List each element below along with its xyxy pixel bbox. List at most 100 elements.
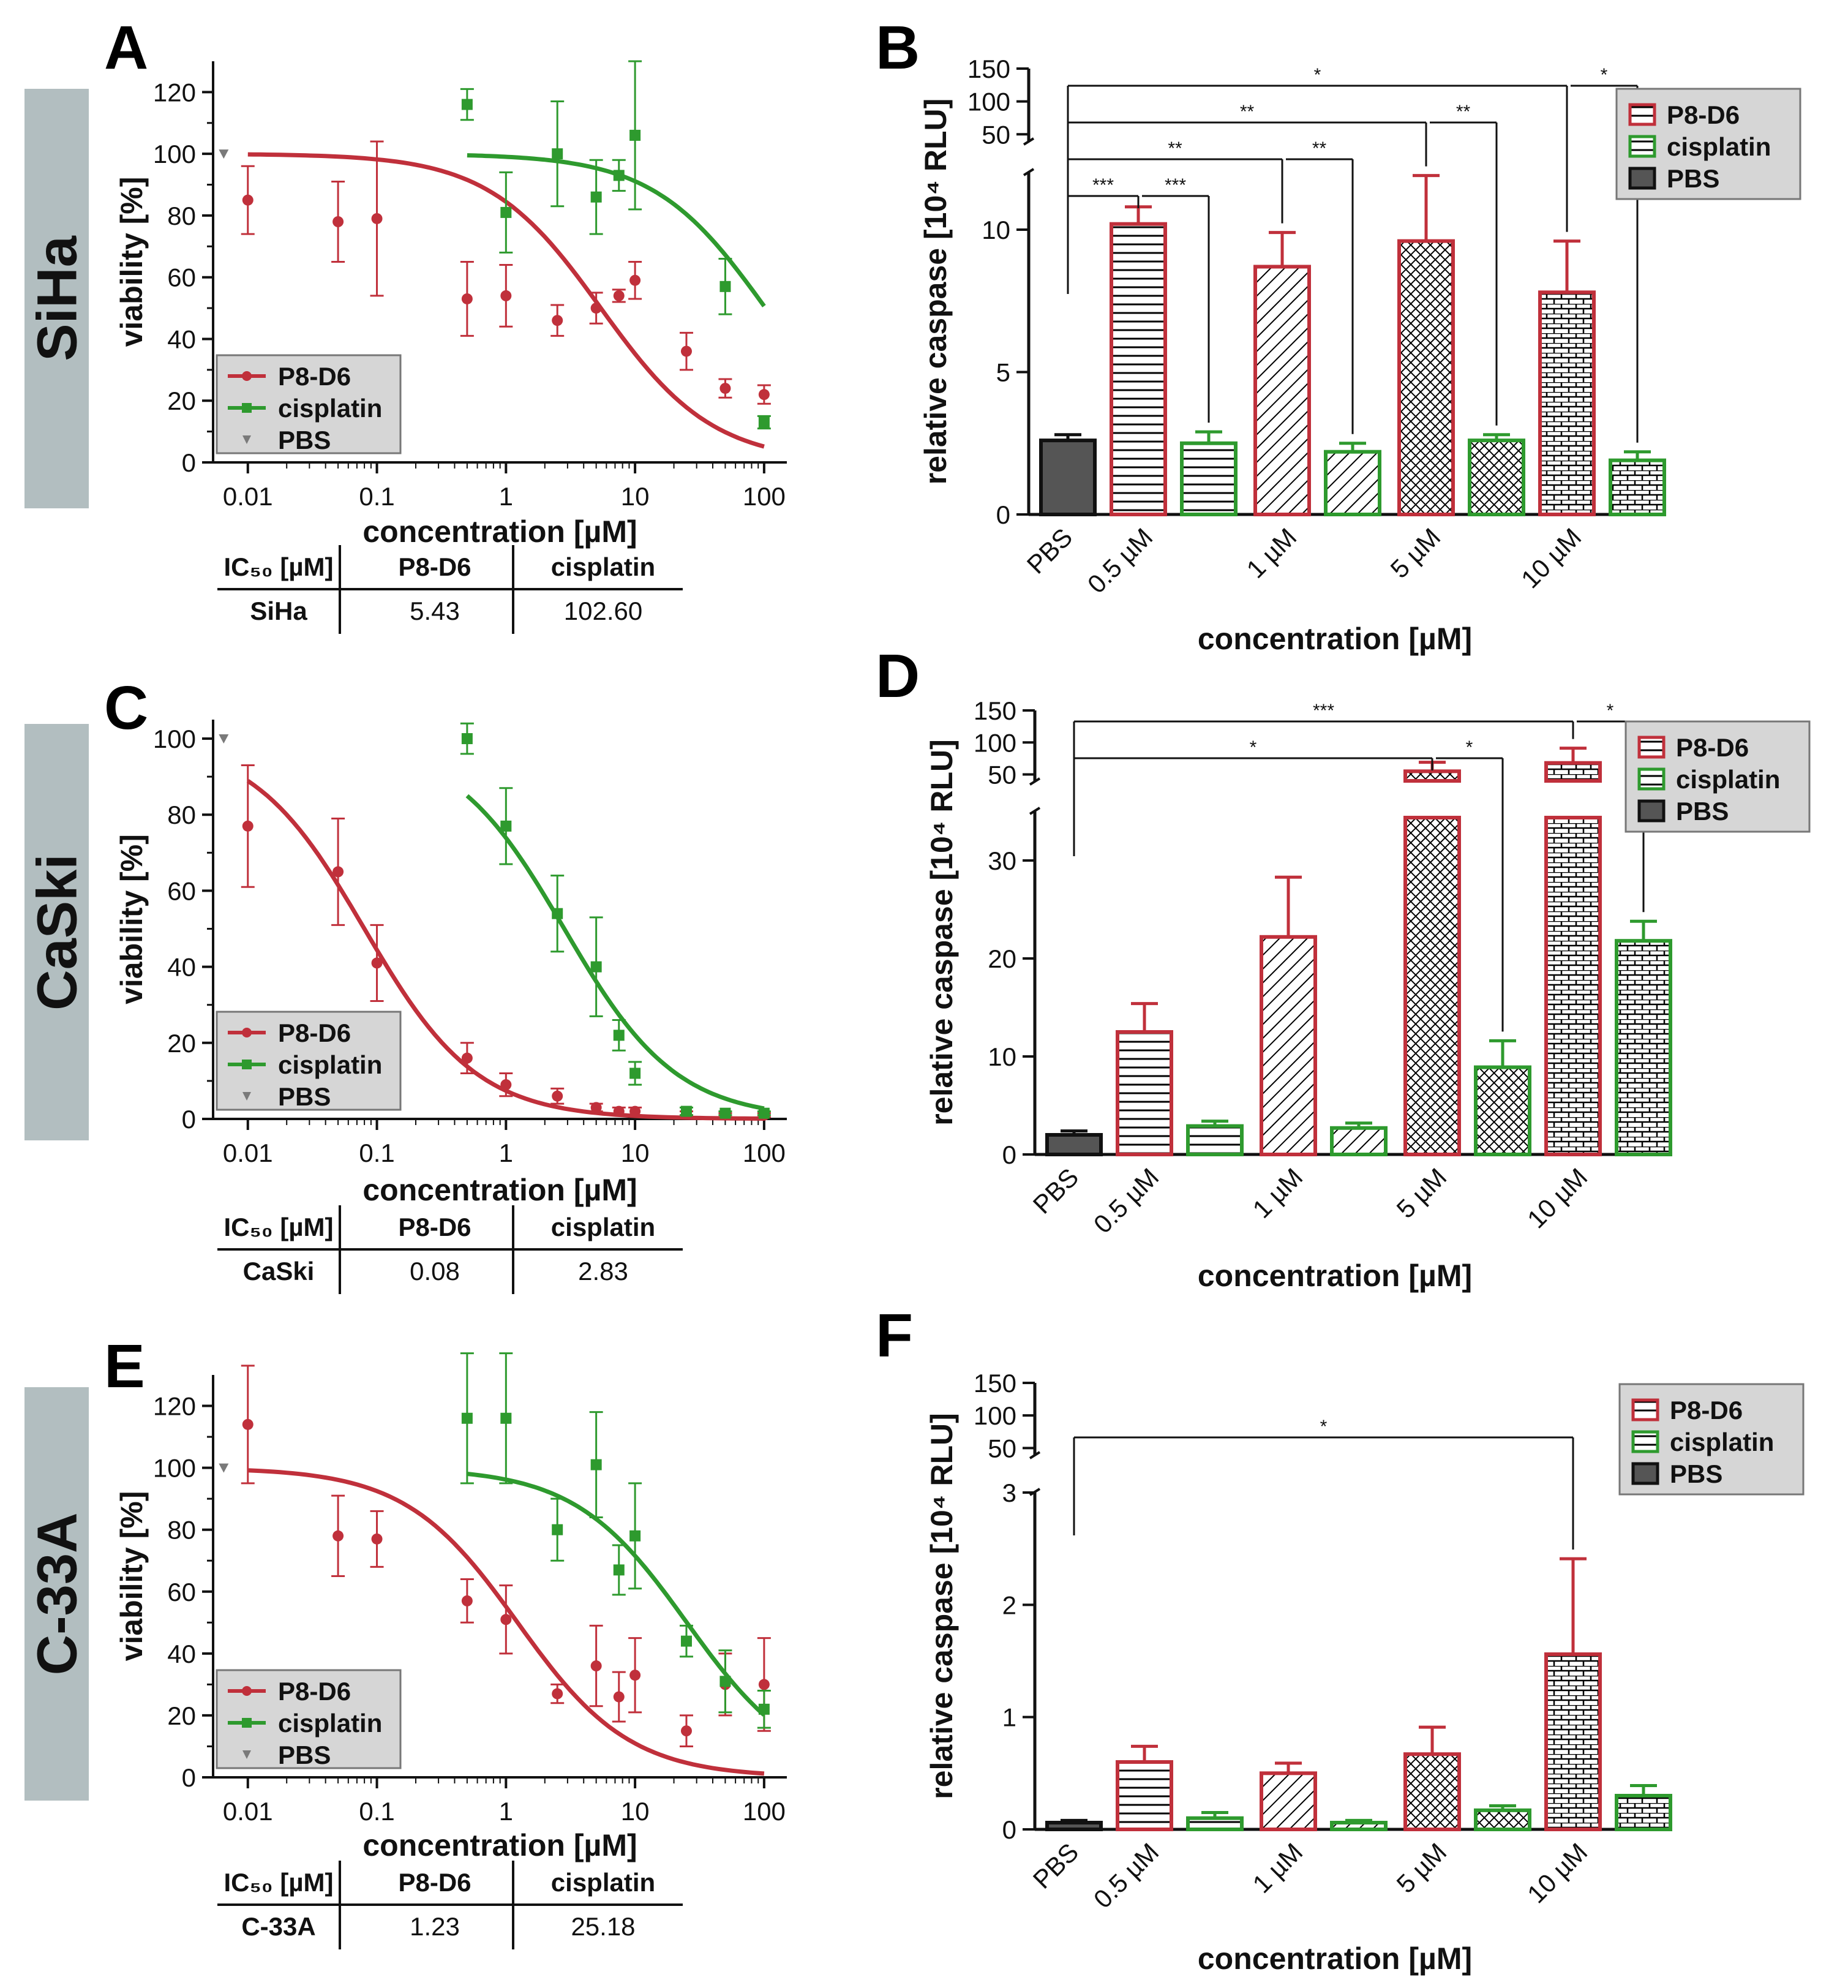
data-point bbox=[371, 213, 383, 224]
legend-marker bbox=[242, 435, 251, 444]
data-point bbox=[719, 1676, 731, 1687]
panel-B-caspase-chart: B 0 5 10 50 100 150 relative caspase [10⁴ RLU] c… bbox=[876, 13, 1801, 656]
significance-brackets: *** ***** **** *** * bbox=[1067, 65, 1639, 443]
table-header-cell: IC₅₀ [µM] bbox=[223, 1213, 333, 1241]
bar bbox=[1253, 265, 1311, 516]
x-tick-label: 0.01 bbox=[223, 482, 273, 511]
y-tick-label: 3 bbox=[1002, 1478, 1016, 1507]
significance-stars: * bbox=[1607, 701, 1614, 721]
table-header-cell: IC₅₀ [µM] bbox=[223, 1868, 333, 1897]
panel-letter: F bbox=[876, 1301, 913, 1370]
legend-marker bbox=[242, 1686, 252, 1696]
axis-break-mark bbox=[1029, 777, 1041, 786]
legend-label: PBS bbox=[278, 426, 331, 454]
y-tick-label: 100 bbox=[974, 1401, 1016, 1430]
ic50-table: IC₅₀ [µM] P8-D6 cisplatin SiHa 5.43 102.60 bbox=[217, 545, 683, 634]
data-point bbox=[219, 149, 229, 159]
legend-label: cisplatin bbox=[278, 394, 382, 423]
y-tick-label: 5 bbox=[996, 358, 1010, 387]
fit-curve bbox=[465, 794, 765, 1111]
legend-label: cisplatin bbox=[1676, 765, 1780, 794]
y-tick-label: 20 bbox=[167, 1029, 196, 1058]
bar-series-cisplatin bbox=[1186, 1784, 1672, 1832]
bar bbox=[1544, 1652, 1602, 1831]
category-label: 10 µM bbox=[1516, 522, 1587, 593]
category-label: 0.5 µM bbox=[1082, 522, 1159, 599]
x-tick-label: 0.01 bbox=[223, 1797, 273, 1826]
legend-label: cisplatin bbox=[1667, 132, 1771, 161]
legend-swatch bbox=[1628, 103, 1656, 126]
x-axis-label: concentration [µM] bbox=[1198, 1259, 1472, 1293]
panel-letter: B bbox=[876, 13, 920, 82]
bar bbox=[1538, 290, 1596, 516]
legend-marker bbox=[242, 371, 252, 381]
legend-label: P8-D6 bbox=[278, 1018, 351, 1047]
bar bbox=[1403, 769, 1461, 783]
data-point bbox=[680, 1105, 692, 1117]
y-tick-label: 50 bbox=[982, 120, 1010, 149]
bar bbox=[1260, 935, 1317, 1157]
panel-A-viability-chart: A 0 20 40 60 80 100 120 0.01 0.1 1 10 100 concentrati… bbox=[104, 13, 787, 634]
bar bbox=[1039, 439, 1097, 516]
panel-F-caspase-chart: F 0 1 2 3 50 100 150 relative caspase [10⁴ RLU] c… bbox=[876, 1301, 1805, 1976]
row-label-box bbox=[24, 724, 89, 1140]
data-point bbox=[590, 1660, 602, 1672]
significance-stars: *** bbox=[1313, 701, 1334, 721]
series-pbs bbox=[219, 734, 229, 744]
table-header-cell: cisplatin bbox=[551, 1213, 655, 1241]
x-tick-label: 0.1 bbox=[359, 1139, 394, 1167]
data-point bbox=[629, 1670, 641, 1681]
bar bbox=[1544, 761, 1602, 783]
significance-stars: * bbox=[1601, 65, 1608, 85]
bar bbox=[1609, 458, 1666, 517]
significance-stars: * bbox=[1320, 1417, 1328, 1437]
legend-label: PBS bbox=[1670, 1459, 1722, 1488]
data-point bbox=[758, 389, 770, 401]
data-point bbox=[613, 1030, 625, 1041]
category-label: PBS bbox=[1027, 1837, 1084, 1894]
table-row-label: C-33A bbox=[241, 1912, 315, 1941]
data-point bbox=[461, 1052, 473, 1064]
y-tick-label: 0 bbox=[182, 1763, 196, 1792]
series-cisplatin bbox=[460, 722, 771, 1119]
axis-break-mark bbox=[1029, 1451, 1041, 1459]
row-label-siha: SiHa bbox=[24, 89, 89, 508]
x-tick-label: 1 bbox=[499, 482, 513, 511]
category-label: 10 µM bbox=[1522, 1162, 1593, 1233]
data-point bbox=[680, 1635, 692, 1647]
legend-swatch bbox=[1628, 135, 1656, 158]
data-point bbox=[758, 1679, 770, 1690]
data-point bbox=[500, 1614, 512, 1625]
data-point bbox=[758, 1703, 770, 1715]
x-tick-label: 10 bbox=[621, 1797, 650, 1826]
bar bbox=[1397, 239, 1455, 516]
x-tick-label: 0.01 bbox=[223, 1139, 273, 1167]
category-label: 0.5 µM bbox=[1088, 1162, 1165, 1239]
category-label: 0.5 µM bbox=[1088, 1837, 1165, 1914]
bar bbox=[1330, 1126, 1388, 1157]
table-header-cell: P8-D6 bbox=[398, 1868, 471, 1897]
data-point bbox=[629, 1105, 641, 1117]
table-header-cell: IC₅₀ [µM] bbox=[223, 552, 333, 581]
data-point bbox=[552, 315, 563, 326]
y-tick-label: 20 bbox=[988, 944, 1016, 973]
fit-curve bbox=[467, 1472, 766, 1717]
legend-label: P8-D6 bbox=[278, 362, 351, 391]
legend-marker bbox=[242, 403, 252, 413]
bar-series-cisplatin bbox=[1180, 430, 1666, 517]
panel-D-caspase-chart: D 0 10 20 30 50 100 150 relative caspase [10⁴ RL… bbox=[876, 642, 1811, 1293]
bar bbox=[1260, 1771, 1317, 1831]
panel-E-viability-chart: E 0 20 40 60 80 100 120 0.01 0.1 1 10 100 concentrati… bbox=[104, 1332, 787, 1949]
data-point bbox=[719, 1107, 731, 1119]
y-tick-label: 80 bbox=[167, 800, 196, 829]
panel-letter: A bbox=[104, 13, 148, 82]
y-tick-label: 100 bbox=[153, 140, 196, 168]
y-tick-label: 0 bbox=[182, 448, 196, 477]
data-point bbox=[552, 1524, 563, 1535]
data-point bbox=[719, 383, 731, 394]
data-point bbox=[461, 1412, 473, 1424]
y-tick-label: 40 bbox=[167, 1640, 196, 1668]
data-point bbox=[461, 1595, 473, 1606]
bar bbox=[1045, 1133, 1103, 1156]
data-point bbox=[500, 1412, 512, 1424]
